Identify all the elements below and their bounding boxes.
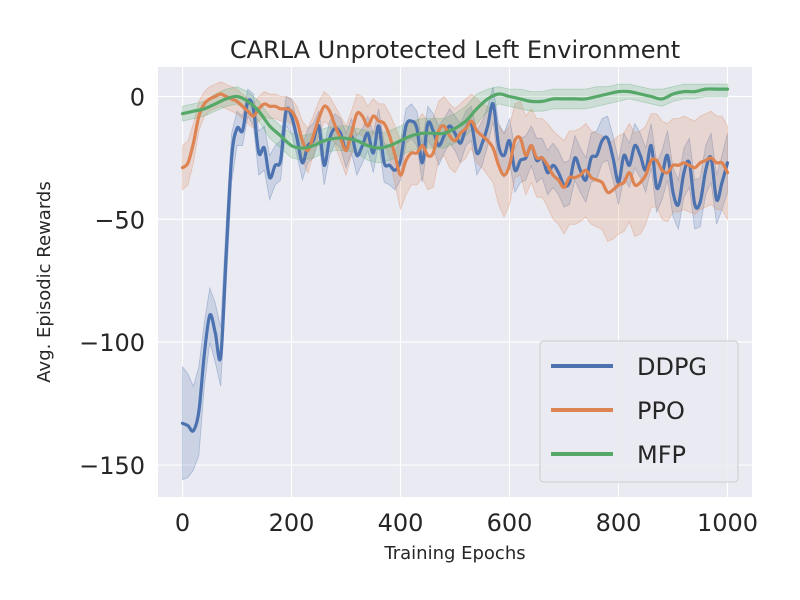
legend-box — [539, 340, 739, 483]
x-tick-label: 0 — [175, 509, 190, 537]
y-tick-label: 0 — [130, 83, 145, 111]
x-tick-label: 600 — [487, 509, 533, 537]
x-tick-label: 1000 — [697, 509, 758, 537]
legend-label-ddpg: DDPG — [637, 353, 707, 381]
chart-title: CARLA Unprotected Left Environment — [230, 36, 680, 64]
plot-area — [158, 67, 752, 497]
ddpg-series-line — [180, 98, 730, 433]
ppo-series-line — [180, 92, 730, 195]
y-tick-label: −100 — [79, 329, 145, 357]
series-group — [180, 81, 730, 481]
x-tick-label: 800 — [596, 509, 642, 537]
legend-label-ppo: PPO — [637, 397, 685, 425]
y-tick-label: −50 — [94, 206, 145, 234]
x-axis-ticks: 0 200 400 600 800 1000 — [175, 509, 758, 537]
legend: DDPG PPO MFP — [539, 340, 739, 483]
y-axis-ticks: 0 −50 −100 −150 — [79, 83, 145, 480]
legend-label-mfp: MFP — [637, 441, 686, 469]
x-axis-label: Training Epochs — [383, 543, 525, 564]
x-tick-label: 400 — [378, 509, 424, 537]
y-tick-label: −150 — [79, 452, 145, 480]
x-tick-label: 200 — [269, 509, 315, 537]
mfp-series-line — [180, 87, 730, 150]
y-axis-label: Avg. Episodic Rewards — [34, 181, 55, 382]
